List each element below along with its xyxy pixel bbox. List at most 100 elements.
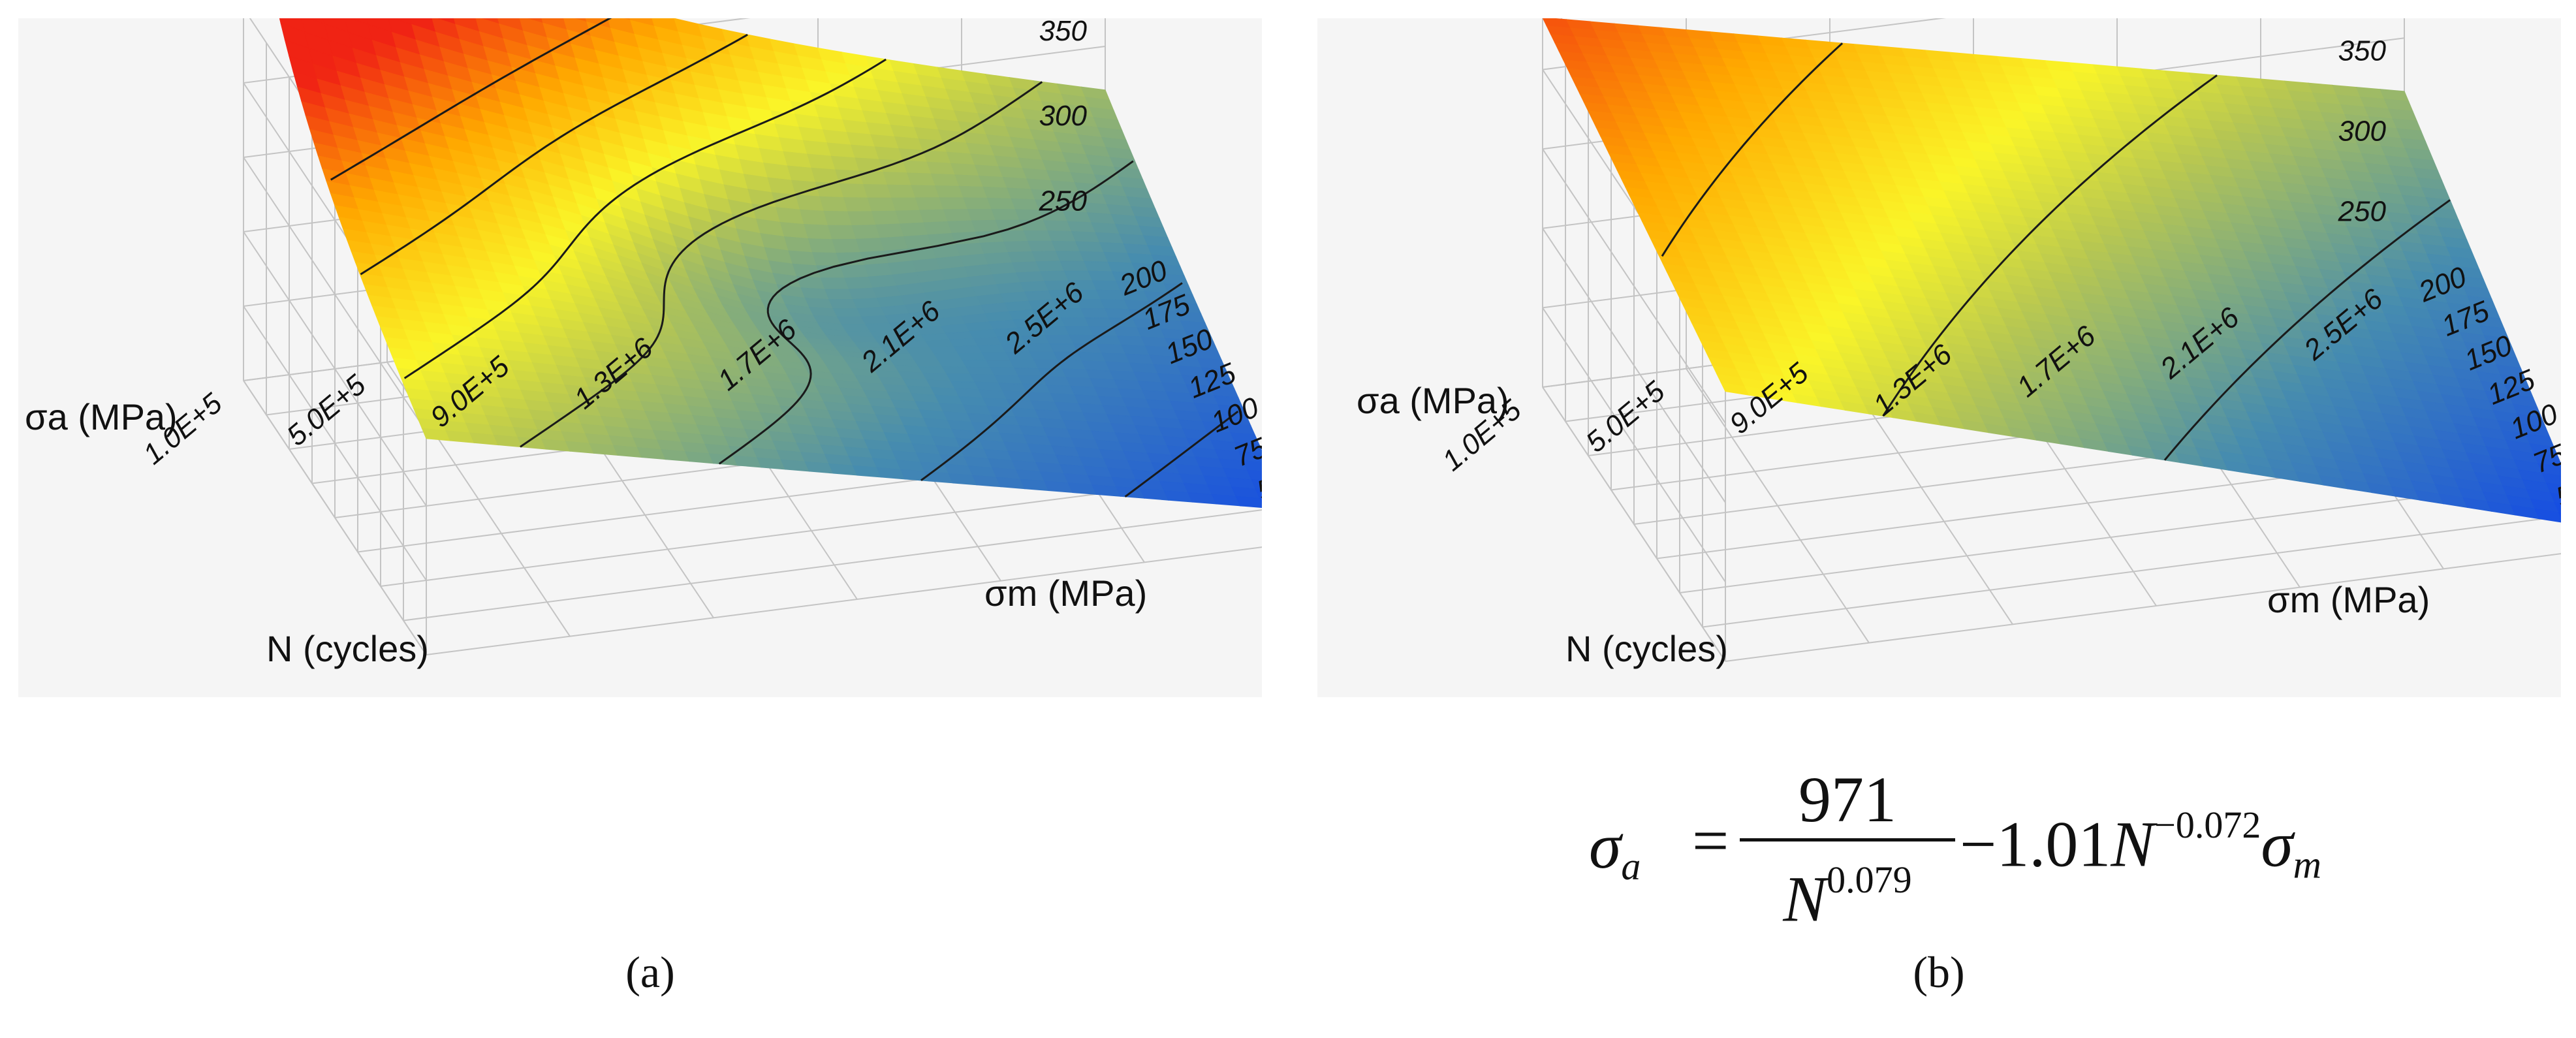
surface-patch (999, 230, 1029, 243)
surface-patch (966, 366, 996, 376)
surface (279, 18, 1262, 508)
surface-patch (875, 223, 905, 239)
surface-patch (1045, 334, 1075, 345)
x-axis-label: N (cycles) (266, 628, 429, 669)
surface-patch (953, 345, 983, 354)
surface-patch (867, 197, 897, 212)
surface-patch (909, 353, 939, 361)
surface-patch (847, 211, 877, 227)
surface-patch (839, 183, 869, 198)
surface-patch (1035, 260, 1065, 272)
z-tick-label: 250 (1039, 185, 1088, 217)
x-axis-label: N (cycles) (1565, 628, 1728, 669)
contour-lines (330, 18, 1239, 497)
z-tick-label: 300 (1039, 100, 1088, 132)
surface-patch (925, 339, 955, 349)
surface-patch (840, 264, 870, 279)
surface-patch (913, 359, 944, 368)
surface-patch (1065, 326, 1095, 336)
contour-line (330, 18, 612, 181)
surface-patch (937, 360, 967, 368)
surface-patch (1259, 497, 1262, 504)
surface-patch (1055, 251, 1085, 262)
surface-patch (841, 323, 871, 332)
contour-line (920, 282, 1183, 482)
surface-patch (1020, 281, 1050, 292)
y-axis-label: σm (MPa) (984, 573, 1147, 614)
contour-line (403, 58, 887, 379)
surface-patch (935, 185, 964, 198)
z-axis-label: σa (MPa) (25, 396, 178, 437)
surface-patch (825, 289, 854, 300)
grid-line-floor (1725, 553, 2561, 662)
surface-patch (991, 208, 1020, 221)
surface-patch (863, 183, 892, 198)
surface-patch (1060, 260, 1090, 272)
surface-patch (843, 197, 873, 212)
surface-patch (1013, 367, 1043, 377)
surface-patch (962, 359, 992, 368)
surface-patch (828, 299, 858, 309)
surface-patch (1234, 441, 1262, 454)
fraction-bar (1740, 838, 1955, 841)
chart-panel-a: 2503003504001.0E+55.0E+59.0E+51.3E+61.7E… (18, 18, 1262, 697)
surface-patch (855, 238, 885, 253)
surface-patch (957, 352, 987, 361)
surface-patch (808, 238, 838, 254)
contour-line (520, 81, 1043, 448)
surface-patch (895, 210, 925, 225)
regression-equation: σa = 971 N0.079 −1.01N−0.072σm (1580, 764, 2321, 936)
surface-patch (1009, 359, 1039, 369)
equation-equals: = (1692, 804, 1729, 877)
surface-patch (823, 210, 853, 227)
surface-patch (986, 197, 1016, 210)
surface-patch (1088, 270, 1118, 282)
surface-patch (845, 330, 875, 338)
surface-patch (1051, 240, 1081, 252)
equation-fraction: 971 N0.079 (1740, 764, 1955, 936)
surface-patch (1047, 230, 1077, 242)
grid-line-floor (1542, 386, 1726, 662)
surface-patch (1235, 495, 1262, 508)
equation-second-term: −1.01N−0.072σm (1960, 804, 2321, 887)
surface-patch (923, 221, 953, 236)
surface-patch (836, 252, 866, 267)
caption-b: (b) (1913, 947, 1965, 997)
surface-patch (941, 366, 971, 375)
caption-a: (a) (625, 947, 675, 997)
surface-patch (929, 346, 959, 354)
surface-patch (919, 209, 949, 223)
z-tick-label: 350 (2338, 35, 2387, 67)
z-axis-label: σa (MPa) (1357, 380, 1509, 421)
surface-patch (883, 172, 913, 186)
surface (1542, 18, 2561, 523)
surface-patch (911, 185, 941, 198)
surface-patch (947, 220, 977, 234)
surface-patch (939, 197, 969, 210)
surface-patch (879, 236, 909, 252)
surface-patch (1080, 307, 1110, 319)
equation-numerator: 971 (1798, 763, 1896, 836)
surface-patch (899, 222, 929, 238)
surface-patch (1029, 351, 1059, 361)
surface-patch (836, 316, 867, 325)
surface-patch (804, 224, 833, 240)
surface-patch (915, 197, 945, 211)
surface-patch (1092, 280, 1122, 291)
surface-patch (1096, 289, 1125, 301)
surface-patch (1083, 260, 1113, 272)
surface-patch (1100, 299, 1130, 310)
surface-patch (827, 225, 857, 240)
surface-patch (1049, 343, 1079, 353)
contour-line (718, 160, 1134, 465)
contour-line (360, 33, 748, 275)
surface-patch (1023, 230, 1053, 242)
chart-panel-b: 2503003504004501.0E+55.0E+59.0E+51.3E+61… (1317, 18, 2561, 697)
surface-patch (1251, 479, 1262, 490)
surface-patch (1019, 219, 1049, 232)
surface-patch (1007, 251, 1037, 264)
surface-patch (819, 196, 849, 212)
surface-patch (973, 336, 1003, 347)
surface-plot-a: 2503003504001.0E+55.0E+59.0E+51.3E+61.7E… (25, 18, 1262, 669)
surface-patch (963, 197, 992, 210)
